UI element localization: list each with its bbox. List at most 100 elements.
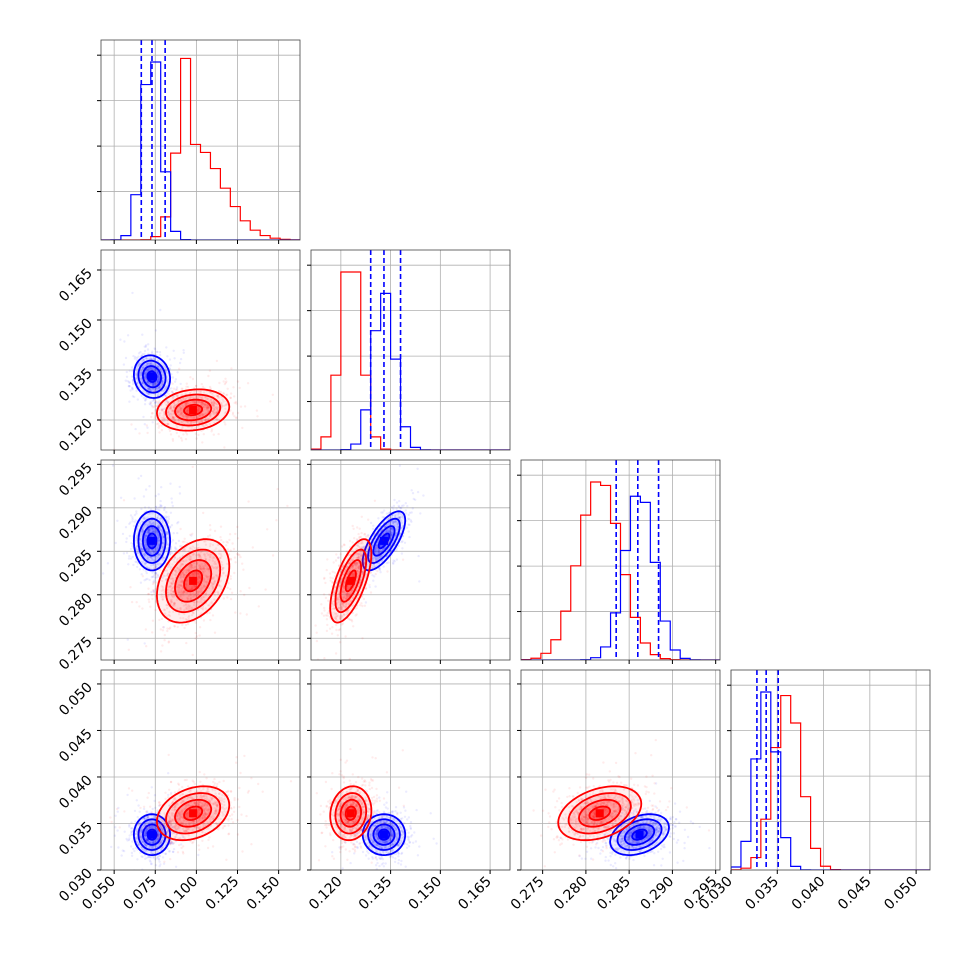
scatter-point xyxy=(392,504,396,508)
scatter-point xyxy=(142,366,145,369)
scatter-point xyxy=(395,507,398,510)
scatter-point xyxy=(216,394,220,398)
scatter-point xyxy=(144,357,148,360)
scatter-point xyxy=(329,576,332,579)
scatter-point xyxy=(156,517,159,520)
scatter-point xyxy=(163,557,166,560)
scatter-point xyxy=(385,512,389,515)
scatter-point xyxy=(197,400,200,403)
scatter-point xyxy=(352,625,355,628)
scatter-point xyxy=(148,382,152,385)
scatter-point xyxy=(171,415,174,418)
scatter-point xyxy=(198,454,200,456)
scatter-point xyxy=(132,524,136,528)
scatter-point xyxy=(221,398,224,401)
scatter-point xyxy=(128,385,131,388)
scatter-point xyxy=(407,530,410,533)
scatter-point xyxy=(158,399,161,403)
plot-area xyxy=(102,464,289,657)
scatter-point xyxy=(152,384,155,387)
scatter-point xyxy=(229,557,232,561)
scatter-point xyxy=(392,507,395,510)
scatter-point xyxy=(221,404,224,408)
scatter-point xyxy=(157,493,160,496)
scatter-point xyxy=(160,424,163,427)
scatter-point xyxy=(167,410,170,413)
scatter-point xyxy=(139,350,142,354)
scatter-point xyxy=(395,501,399,504)
scatter-point xyxy=(198,634,201,637)
scatter-point xyxy=(194,637,197,640)
scatter-point xyxy=(160,368,163,371)
scatter-point xyxy=(192,416,195,419)
scatter-point xyxy=(150,415,153,419)
scatter-point xyxy=(157,377,160,380)
scatter-point xyxy=(174,378,178,381)
y-tick-label: 0.165 xyxy=(56,266,96,306)
scatter-point xyxy=(152,567,156,570)
scatter-point xyxy=(335,628,338,632)
scatter-point xyxy=(161,371,165,375)
scatter-point xyxy=(169,407,173,410)
scatter-point xyxy=(210,401,213,405)
plot-area xyxy=(113,291,274,458)
scatter-point xyxy=(171,437,174,441)
scatter-point xyxy=(219,390,223,394)
scatter-point xyxy=(194,426,197,430)
scatter-point xyxy=(222,392,226,396)
scatter-point xyxy=(227,582,230,585)
scatter-point xyxy=(161,376,164,379)
scatter-point xyxy=(154,368,157,371)
scatter-point xyxy=(201,396,204,399)
scatter-point xyxy=(232,386,235,389)
scatter-point xyxy=(156,381,159,385)
scatter-point xyxy=(171,397,174,400)
scatter-point xyxy=(161,379,164,383)
scatter-point xyxy=(178,361,182,365)
scatter-point xyxy=(174,388,178,391)
scatter-point xyxy=(203,403,206,406)
scatter-point xyxy=(159,628,162,631)
scatter-point xyxy=(185,417,188,420)
scatter-point xyxy=(151,597,154,601)
scatter-point xyxy=(160,486,163,489)
scatter-point xyxy=(257,605,260,608)
scatter-point xyxy=(158,378,161,381)
scatter-point xyxy=(205,408,208,411)
scatter-point xyxy=(152,550,155,553)
scatter-point xyxy=(212,410,215,413)
scatter-point xyxy=(169,364,172,367)
scatter-point xyxy=(157,537,161,540)
scatter-point xyxy=(158,353,162,357)
scatter-point xyxy=(168,551,171,554)
scatter-point xyxy=(146,370,149,373)
scatter-point xyxy=(186,408,189,412)
scatter-point xyxy=(162,364,165,367)
y-tick-label: 0.275 xyxy=(56,634,96,674)
scatter-point xyxy=(211,393,214,396)
scatter-point xyxy=(149,401,153,405)
scatter-point xyxy=(217,390,221,393)
scatter-point xyxy=(194,432,197,435)
scatter-point xyxy=(231,411,235,414)
scatter-point xyxy=(210,401,214,404)
scatter-point xyxy=(182,405,185,408)
scatter-point xyxy=(151,411,154,415)
scatter-point xyxy=(158,431,161,434)
scatter-point xyxy=(161,536,164,540)
scatter-point xyxy=(385,561,388,565)
scatter-point xyxy=(199,401,202,404)
scatter-point xyxy=(229,549,232,552)
scatter-point xyxy=(164,395,167,398)
scatter-point xyxy=(155,350,158,353)
scatter-point xyxy=(180,387,183,390)
scatter-point xyxy=(200,420,204,424)
scatter-point xyxy=(199,401,202,404)
scatter-point xyxy=(158,386,161,389)
scatter-point xyxy=(215,417,219,420)
scatter-point xyxy=(156,380,159,383)
scatter-point xyxy=(139,474,143,478)
scatter-point xyxy=(212,403,216,406)
scatter-point xyxy=(148,600,151,604)
scatter-point xyxy=(191,456,193,458)
